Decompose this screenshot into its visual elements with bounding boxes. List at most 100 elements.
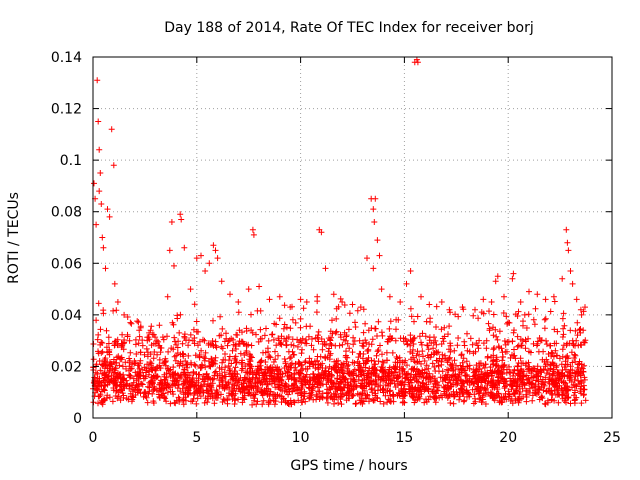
data-point [383, 349, 390, 356]
data-point [150, 331, 157, 338]
data-point [459, 390, 466, 397]
data-point [488, 369, 495, 376]
data-point [137, 324, 144, 331]
data-point [549, 350, 556, 357]
data-point [134, 389, 141, 396]
data-point [395, 316, 402, 323]
data-point [314, 293, 321, 300]
data-point [154, 373, 161, 380]
data-point [386, 325, 393, 332]
data-point [486, 325, 493, 332]
data-point [374, 333, 380, 339]
data-point [151, 383, 158, 390]
data-point [514, 343, 521, 350]
data-point [547, 342, 553, 349]
data-point [176, 398, 183, 405]
data-point [210, 342, 217, 349]
data-point [108, 360, 115, 367]
data-point [146, 329, 153, 336]
data-point [458, 351, 465, 358]
data-point [372, 195, 379, 202]
data-point [351, 378, 358, 385]
data-point [404, 341, 411, 348]
data-point [340, 391, 347, 398]
data-point [164, 380, 171, 387]
data-point [475, 315, 482, 322]
data-point [195, 385, 202, 392]
data-point [173, 378, 180, 385]
data-point [119, 390, 126, 397]
data-point [125, 396, 132, 403]
data-point [392, 337, 399, 344]
data-point [205, 390, 212, 397]
data-point [384, 357, 391, 364]
data-point [489, 391, 496, 398]
data-point [139, 342, 146, 349]
data-point [188, 380, 195, 387]
data-point [181, 366, 188, 373]
data-point [466, 365, 473, 372]
data-points [90, 56, 589, 408]
data-point [375, 318, 382, 325]
data-point [267, 388, 274, 395]
data-point [287, 397, 294, 404]
data-point [277, 341, 284, 347]
axis-ticks [92, 56, 613, 419]
data-point [408, 379, 415, 386]
data-point [97, 392, 104, 398]
data-point [564, 373, 571, 380]
data-point [380, 373, 387, 380]
data-point [377, 342, 383, 349]
data-point [266, 372, 273, 379]
data-point [218, 391, 224, 398]
data-point [231, 395, 238, 402]
data-point [145, 371, 152, 378]
data-point [416, 333, 423, 340]
data-point [119, 342, 126, 349]
data-point [425, 386, 432, 393]
data-point [177, 311, 184, 318]
data-point [270, 336, 277, 343]
data-point [522, 336, 529, 343]
data-point [415, 379, 422, 385]
data-point [173, 341, 180, 348]
data-point [414, 358, 421, 365]
data-point [582, 304, 588, 311]
data-point [460, 378, 466, 385]
data-point [374, 348, 381, 355]
data-point [385, 396, 392, 403]
data-point [306, 381, 313, 388]
data-point [446, 346, 452, 353]
data-point [177, 211, 184, 218]
data-point [430, 394, 437, 401]
data-point [500, 362, 507, 369]
data-point [141, 351, 148, 358]
data-point [363, 339, 370, 346]
data-point [259, 335, 265, 342]
data-point [384, 338, 391, 345]
data-point [362, 337, 369, 344]
data-point [170, 346, 177, 353]
data-point [319, 365, 326, 371]
data-point [278, 379, 285, 385]
data-point [394, 355, 401, 362]
data-point [394, 378, 401, 385]
data-point [397, 299, 404, 305]
data-point [282, 370, 289, 377]
data-point [313, 373, 320, 380]
data-point [223, 330, 229, 337]
data-point [490, 311, 497, 318]
data-point [561, 372, 568, 378]
data-point [572, 358, 579, 365]
data-point [235, 377, 242, 384]
data-point [560, 389, 567, 396]
data-point [408, 338, 415, 345]
data-point [182, 371, 189, 378]
y-tick-label: 0.08 [51, 205, 82, 221]
data-point [350, 341, 357, 348]
data-point [371, 358, 378, 364]
data-point [214, 394, 221, 401]
data-point [565, 247, 572, 254]
data-point [96, 146, 103, 153]
data-point [273, 342, 280, 349]
